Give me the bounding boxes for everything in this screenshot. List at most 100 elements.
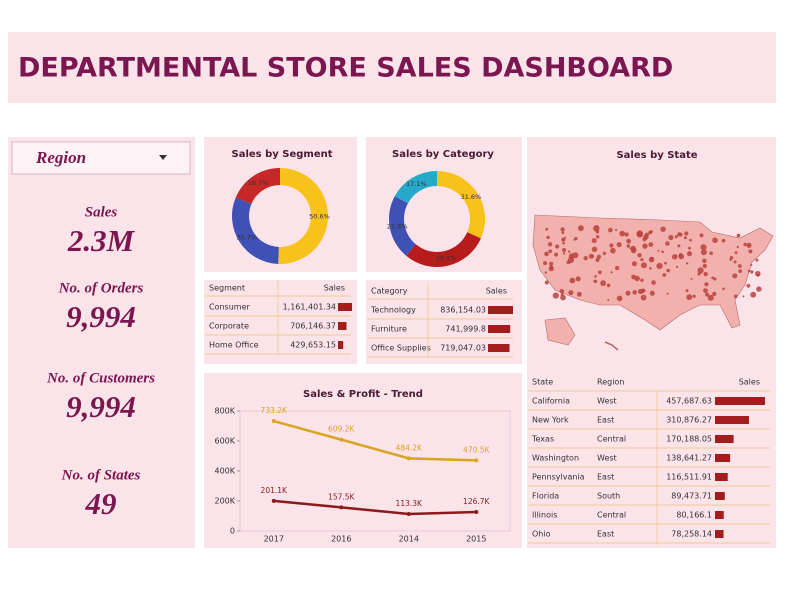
state-region: South bbox=[597, 492, 620, 501]
segment-table-panel bbox=[204, 280, 357, 364]
map-dot bbox=[666, 268, 670, 273]
map-dot bbox=[677, 244, 681, 248]
row-value: 836,154.03 bbox=[440, 306, 486, 315]
state-sales: 78,258.14 bbox=[671, 530, 712, 539]
map-dot bbox=[707, 294, 714, 301]
header-banner bbox=[8, 32, 776, 103]
value-bar bbox=[488, 344, 510, 352]
map-dot bbox=[705, 292, 710, 297]
map-dot bbox=[561, 237, 566, 242]
map-dot bbox=[607, 298, 610, 301]
slice-label: 30.7% bbox=[236, 233, 257, 241]
map-dot bbox=[568, 290, 574, 296]
map-dot bbox=[624, 232, 629, 237]
series-line bbox=[273, 499, 477, 516]
point-label: 126.7K bbox=[463, 497, 490, 506]
point-label: 201.1K bbox=[261, 486, 288, 495]
sales-bar bbox=[715, 492, 725, 500]
map-dot bbox=[660, 226, 666, 232]
map-dot bbox=[616, 295, 623, 302]
donut-slice bbox=[278, 168, 328, 264]
series-line bbox=[273, 419, 477, 462]
map-dot bbox=[634, 275, 640, 282]
map-dot bbox=[594, 275, 597, 278]
map-dot bbox=[640, 262, 647, 269]
map-dot bbox=[616, 242, 622, 248]
map-dot bbox=[690, 277, 693, 280]
point bbox=[271, 419, 276, 424]
kpi-value: 2.3M bbox=[67, 223, 136, 258]
map-dots bbox=[543, 225, 762, 302]
state-name: California bbox=[532, 397, 570, 406]
map-dot bbox=[578, 225, 584, 232]
y-tick-label: 0 bbox=[230, 527, 235, 536]
sales-bar bbox=[715, 454, 731, 462]
map-dot bbox=[644, 232, 650, 237]
map-dot bbox=[572, 252, 579, 259]
kpi-label: No. of Customers bbox=[46, 370, 155, 386]
state-region: West bbox=[597, 397, 617, 406]
kpi-label: Sales bbox=[85, 204, 118, 220]
map-dot bbox=[596, 254, 602, 259]
point bbox=[474, 509, 479, 514]
region-label: Region bbox=[35, 148, 86, 167]
map-dot bbox=[756, 286, 762, 292]
map-dot bbox=[692, 294, 696, 298]
map-dot bbox=[588, 253, 594, 259]
donut-slice bbox=[232, 197, 279, 264]
y-tick-label: 800K bbox=[214, 407, 235, 416]
map-dot bbox=[544, 251, 549, 257]
map-dot bbox=[583, 256, 588, 261]
donut-slice bbox=[406, 232, 481, 267]
map-dot bbox=[562, 241, 565, 245]
map-dot bbox=[562, 248, 566, 252]
kpi-value: 9,994 bbox=[66, 389, 136, 424]
kpi-label: No. of Orders bbox=[58, 280, 144, 296]
donut-slice bbox=[235, 168, 280, 205]
map-dot bbox=[678, 253, 685, 260]
map-dot bbox=[700, 249, 707, 256]
map-dot bbox=[544, 280, 549, 285]
map-dot bbox=[746, 242, 752, 248]
map-dot bbox=[642, 289, 646, 292]
row-value: 1,161,401.34 bbox=[283, 303, 336, 312]
map-dot bbox=[615, 265, 620, 271]
map-dot bbox=[729, 255, 734, 260]
map-dot bbox=[662, 273, 667, 277]
map-dot bbox=[674, 235, 679, 239]
dashboard-title: DEPARTMENTAL STORE SALES DASHBOARD bbox=[18, 53, 673, 84]
map-dot bbox=[608, 227, 613, 233]
state-name: Washington bbox=[532, 454, 579, 463]
state-sales: 310,876.27 bbox=[666, 416, 712, 425]
state-name: Texas bbox=[531, 435, 554, 444]
state-name: Illinois bbox=[532, 511, 557, 520]
map-dot bbox=[549, 261, 554, 266]
kpi-label: No. of States bbox=[61, 467, 141, 483]
row-name: Consumer bbox=[209, 303, 251, 312]
map-dot bbox=[566, 260, 571, 265]
map-dot bbox=[560, 227, 565, 232]
map-dot bbox=[543, 261, 547, 266]
donut-slice bbox=[394, 171, 437, 204]
donut-slice bbox=[388, 196, 416, 256]
state-name: Florida bbox=[532, 492, 559, 501]
map-dot bbox=[676, 265, 679, 268]
region-dropdown[interactable] bbox=[11, 141, 191, 175]
map-title: Sales by State bbox=[616, 150, 697, 161]
map-dot bbox=[685, 289, 689, 293]
state-region: Central bbox=[597, 435, 626, 444]
slice-label: 31.6% bbox=[461, 193, 482, 201]
map-dot bbox=[555, 244, 560, 249]
map-dot bbox=[574, 236, 578, 241]
col-header: Sales bbox=[324, 284, 345, 293]
map-dot bbox=[640, 258, 644, 262]
map-dot bbox=[704, 282, 709, 287]
point bbox=[271, 498, 276, 503]
map-dot bbox=[737, 264, 742, 268]
map-dot bbox=[699, 233, 704, 238]
map-dot bbox=[640, 294, 647, 301]
map-dot bbox=[685, 262, 689, 265]
map-dot bbox=[619, 230, 626, 237]
point-label: 609.2K bbox=[328, 425, 355, 434]
sales-bar bbox=[715, 473, 728, 481]
